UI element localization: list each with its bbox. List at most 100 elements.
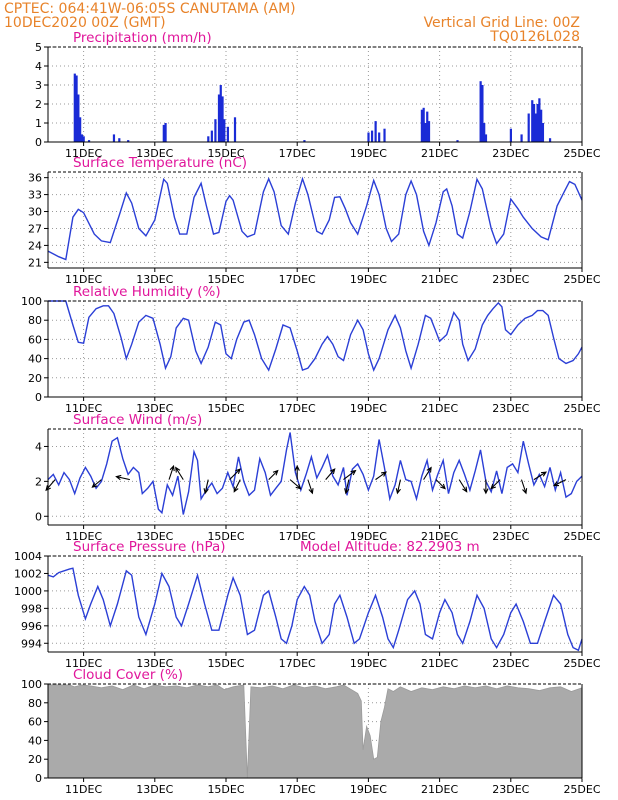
x-tick-label: 23DEC	[492, 783, 529, 796]
panel-humidity: Relative Humidity (%) 11DEC 13DEC 15DEC 17DE…	[21, 284, 601, 415]
x-tick-label: 25DEC	[563, 402, 600, 415]
precip-bar	[532, 104, 536, 142]
precip-bar	[534, 113, 537, 142]
panel-temperature: Surface Temperature (nC) 11DEC 13DEC 15DEC 1…	[28, 155, 601, 286]
y-tick-label: 27	[28, 222, 42, 235]
wind-vector	[325, 468, 336, 480]
x-tick-label: 21DEC	[421, 657, 458, 670]
x-tick-label: 15DEC	[207, 402, 244, 415]
y-tick-label: 20	[28, 372, 42, 385]
x-tick-label: 13DEC	[136, 273, 173, 286]
y-tick-label: 3	[35, 79, 42, 92]
y-tick-label: 60	[28, 716, 42, 729]
panel-cloud-cover: Cloud Cover (%) 11DEC 13DEC 15DEC 17DEC 19DEC…	[21, 667, 601, 796]
precip-bar	[118, 138, 121, 142]
precip-bar	[427, 121, 431, 142]
precip-bar	[80, 134, 84, 142]
panel-title: Surface Temperature (nC)	[73, 155, 247, 171]
panel-title: Cloud Cover (%)	[73, 667, 183, 683]
y-tick-label: 24	[28, 239, 42, 252]
y-tick-label: 40	[28, 353, 42, 366]
series-line	[48, 300, 583, 372]
precip-bar	[374, 121, 377, 142]
x-tick-label: 19DEC	[350, 783, 387, 796]
x-tick-label: 21DEC	[421, 273, 458, 286]
x-tick-label: 19DEC	[350, 657, 387, 670]
x-tick-label: 21DEC	[421, 147, 458, 160]
wind-vector	[423, 466, 432, 480]
x-tick-label: 19DEC	[350, 273, 387, 286]
x-tick-label: 11DEC	[65, 530, 102, 543]
series-line	[47, 176, 583, 261]
precip-bar	[541, 123, 545, 142]
precip-bar	[217, 94, 221, 142]
precip-bar	[367, 132, 370, 142]
x-tick-label: 19DEC	[350, 147, 387, 160]
x-tick-label: 13DEC	[136, 402, 173, 415]
wind-vector	[533, 471, 548, 481]
precip-bar	[226, 126, 229, 142]
precip-bar	[538, 98, 541, 142]
precip-bar	[87, 140, 91, 142]
precip-bar	[378, 132, 381, 142]
wind-vector	[91, 479, 102, 488]
precip-bar	[233, 117, 237, 142]
y-tick-label: 1000	[14, 585, 42, 598]
x-tick-label: 13DEC	[136, 783, 173, 796]
x-tick-label: 15DEC	[207, 273, 244, 286]
wind-vector	[168, 464, 175, 480]
header-grid-note: Vertical Grid Line: 00Z	[424, 15, 580, 31]
precip-bar	[540, 109, 543, 142]
panel-annotation: Model Altitude: 82.2903 m	[300, 539, 480, 555]
precip-bar	[75, 75, 78, 142]
y-tick-label: 80	[28, 697, 42, 710]
precip-bar	[112, 134, 116, 142]
x-tick-label: 25DEC	[563, 147, 600, 160]
precip-bar	[370, 130, 374, 142]
precip-bar	[79, 117, 82, 142]
precip-bar	[456, 140, 459, 142]
precip-bar	[221, 96, 224, 142]
x-tick-label: 21DEC	[421, 783, 458, 796]
x-tick-label: 25DEC	[563, 530, 600, 543]
wind-vector	[175, 466, 184, 480]
cloud-area	[47, 684, 583, 779]
x-tick-label: 17DEC	[279, 402, 316, 415]
y-tick-label: 4	[35, 60, 42, 73]
y-tick-label: 2	[35, 98, 42, 111]
wind-vector	[375, 471, 388, 481]
x-tick-label: 17DEC	[279, 273, 316, 286]
panel-precipitation: Precipitation (mm/h) 11DEC 13DEC 15DEC 17DEC…	[35, 30, 601, 160]
wind-vector	[395, 479, 401, 495]
wind-vector	[268, 469, 279, 481]
precip-bar	[162, 124, 165, 142]
x-tick-label: 17DEC	[279, 147, 316, 160]
y-tick-label: 36	[28, 172, 42, 185]
x-tick-label: 23DEC	[492, 273, 529, 286]
series-line	[47, 567, 583, 652]
precip-bar	[383, 128, 386, 142]
y-tick-label: 1002	[14, 567, 42, 580]
x-tick-label: 25DEC	[563, 657, 600, 670]
precip-bar	[219, 85, 222, 142]
wind-vector	[343, 469, 357, 481]
panel-title: Surface Wind (m/s)	[73, 412, 202, 428]
y-tick-label: 1	[35, 117, 42, 130]
wind-vector	[435, 479, 446, 490]
precip-bar	[520, 134, 523, 142]
wind-vector	[520, 479, 528, 495]
x-tick-label: 13DEC	[136, 530, 173, 543]
y-tick-label: 20	[28, 753, 42, 766]
precip-bar	[207, 136, 210, 142]
y-tick-label: 80	[28, 314, 42, 327]
x-tick-label: 21DEC	[421, 402, 458, 415]
wind-vector	[490, 479, 501, 490]
precip-bar	[483, 123, 486, 142]
precip-bar	[426, 111, 429, 142]
x-tick-label: 11DEC	[65, 402, 102, 415]
wind-vector	[552, 479, 567, 487]
x-tick-label: 23DEC	[492, 530, 529, 543]
precip-bar	[77, 94, 80, 142]
x-tick-label: 23DEC	[492, 147, 529, 160]
wind-vector	[233, 479, 241, 493]
